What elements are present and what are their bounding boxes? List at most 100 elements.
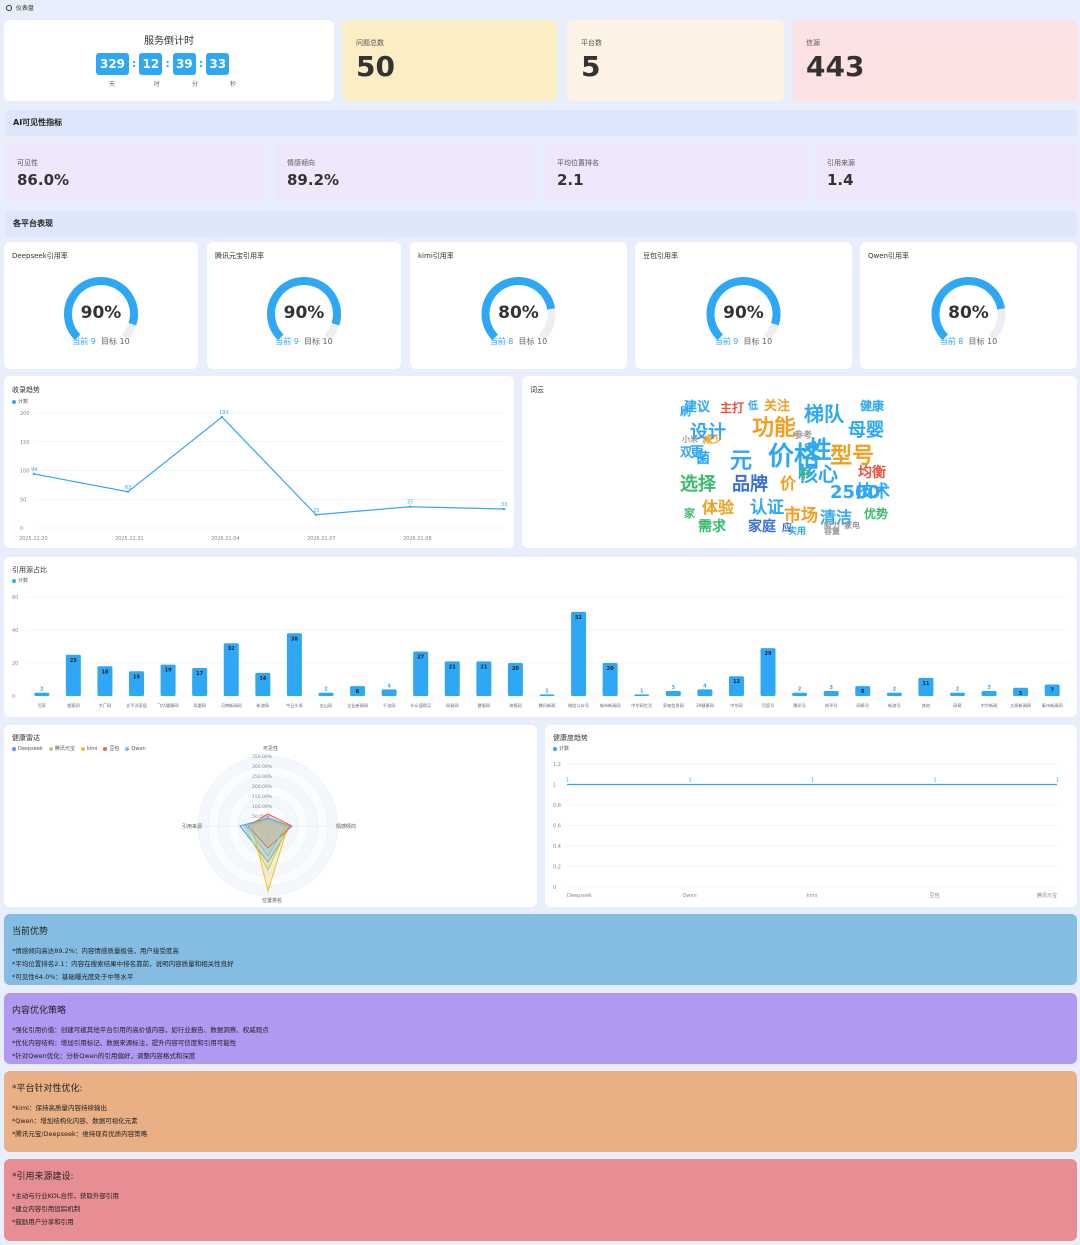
x-tick: 知乎号 [825,702,838,709]
unit-day: 天 [108,81,115,88]
bar-data-label: 6 [356,689,360,695]
y-tick: 20 [12,661,18,667]
wordcloud-title: 词云 [530,386,544,394]
x-tick: 中华网生活 [631,702,652,709]
bar-data-label: 18 [101,669,108,675]
metric-label: 可见性 [17,159,38,167]
advice-line: *腾讯元宝/Deepseek：维持现有优质内容策略 [12,1130,148,1138]
ai-visibility-title: AI可见性指标 [5,110,1077,136]
bar-data-label: 1 [545,688,549,694]
bar-data-label: 21 [480,664,487,670]
x-tick: 太平洋家居 [126,702,147,709]
x-tick: 新浪网 [257,702,270,709]
x-tick: 凤凰网 [193,703,206,709]
trend-title: 收录趋势 [12,386,40,394]
source-bar [949,692,965,696]
radar-axis-label: 引用来源 [182,823,202,830]
radar-card: 健康雷达 Deepseek 腾讯元宝 kimi 豆包 Qwen 350.00% 300.0… [4,725,537,907]
y-tick: 0 [12,694,15,700]
source-bar [350,686,366,696]
wordcloud-word: 体验 [702,498,735,517]
radar-legend-item: 豆包 [109,746,120,752]
stat-label: 信源 [806,39,820,47]
radar-tick: 150.00% [252,794,273,800]
y-tick: 40 [12,628,18,634]
countdown-days: 329 [96,53,129,75]
gauge-current: 当前 9 [72,337,96,346]
unit-hour: 时 [153,81,160,88]
x-tick: 新浪号 [888,702,901,709]
gauge-percent: 80% [498,303,539,323]
advice-line: *针对Qwen优化：分析Qwen的引用偏好，调整内容格式和深度 [12,1052,196,1060]
source-bar [381,689,397,696]
bar-data-label: 15 [133,674,140,680]
gauge-card-0: Deepseek引用率 90% 当前 9 目标 10 [4,242,198,369]
trend-data-label: 193 [219,410,229,416]
radar-tick: 250.00% [252,774,273,780]
x-tick: 百家 [38,702,47,709]
gauge-target: 目标 10 [101,337,130,346]
advice-title: *平台针对性优化: [12,1084,83,1094]
gauge-fill [706,277,781,341]
bar-data-label: 2 [798,687,802,693]
stat-platforms: 平台数 5 [567,20,784,101]
health-title: 健康度趋势 [553,734,588,742]
wordcloud-word: 家电 [844,521,860,530]
trend-point [408,505,412,508]
x-tick: 2025.12.20 [19,536,48,542]
bar-data-label: 27 [417,654,424,660]
x-tick: 搜狐网 [67,702,80,709]
x-tick: 什么值得买 [410,702,431,709]
countdown-timer: 329:12:39:33 [96,53,230,75]
wordcloud-word: 容量 [824,527,840,536]
gauge-label: 腾讯元宝引用率 [215,252,264,260]
radar-legend-item: kimi [86,746,98,752]
wordcloud-word: 型号 [830,444,875,469]
health-data-label: 1 [811,778,814,784]
metric-value: 86.0% [17,171,70,189]
stat-value: 5 [581,50,601,83]
radar-series [247,813,293,849]
wordcloud: 价格性型号 功能 核心 元品牌 选择 设计 梯队 母婴 2500 认证 市场 清洁 体验 需求 技术 均衡 建议… [680,396,920,542]
wordcloud-word: 母婴 [848,420,884,441]
wordcloud-word: 认证 [750,498,784,518]
gauge-current: 当前 8 [939,337,964,346]
source-bar [1013,687,1029,696]
x-tick: 企业新闻网 [347,702,368,709]
x-tick: 城市新闻网 [600,702,621,709]
radar-legend: Deepseek 腾讯元宝 kimi 豆包 Qwen [12,745,152,752]
metric-label: 平均位置排名 [557,159,599,167]
stat-label: 平台数 [581,39,602,47]
bar-data-label: 3 [987,685,991,691]
wordcloud-card: 词云 价格性型号 功能 核心 元品牌 选择 设计 梯队 母婴 2500 认证 市场 清洁 体验 需求 技术均… [522,376,1077,548]
wordcloud-word: 核心 [798,462,838,486]
y-tick: 0 [20,526,23,532]
bar-data-label: 20 [607,666,614,672]
source-bar [476,661,492,696]
gauge-target: 目标 10 [743,337,773,346]
source-bar [223,643,239,696]
x-tick: 2026.01.04 [211,536,240,542]
source-bar [602,663,618,696]
wordcloud-word: 主打 [720,401,745,415]
advice-line: *kimi：保持高质量内容持续输出 [12,1104,107,1112]
source-bar [760,648,776,696]
wordcloud-word: 性 [808,436,832,464]
x-tick: 河南新闻网 [221,702,242,709]
gauge-svg [64,277,138,341]
gauge-target: 目标 10 [968,337,998,346]
bar-data-label: 38 [291,636,298,642]
x-tick: 微信公众号 [568,702,589,709]
y-tick: 0.4 [553,844,561,850]
x-tick: 腾讯新闻 [539,702,556,709]
trend-point [502,507,506,511]
y-tick: 100 [20,469,30,475]
radar-axis-label: 位置排名 [262,897,282,904]
countdown-seconds: 33 [206,53,230,75]
x-tick: 腾讯号 [793,702,806,709]
x-tick: 海报网 [509,702,522,709]
source-bar [1044,684,1060,696]
gauge-card-1: 腾讯元宝引用率 90% 当前 9 目标 10 [207,242,401,369]
wordcloud-word: 关注 [764,399,791,414]
bar-data-label: 6 [861,689,865,695]
